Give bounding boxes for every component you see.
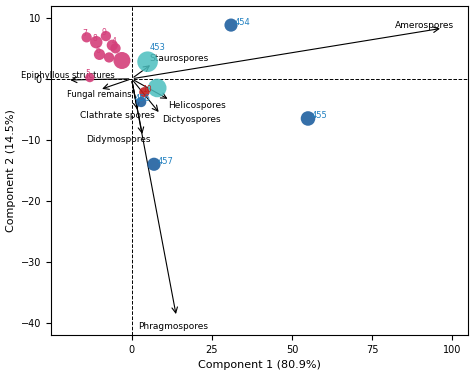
- Text: Dictyospores: Dictyospores: [162, 115, 221, 124]
- Point: [102, 33, 109, 39]
- Text: Clathrate spores: Clathrate spores: [80, 111, 155, 120]
- Text: 455: 455: [311, 111, 327, 120]
- Point: [144, 59, 151, 65]
- Text: 457: 457: [157, 157, 173, 166]
- Point: [92, 39, 100, 45]
- Text: Didymospores: Didymospores: [86, 135, 151, 144]
- Point: [150, 161, 158, 167]
- Text: 4: 4: [111, 37, 116, 46]
- Text: 5: 5: [86, 70, 91, 79]
- Point: [109, 42, 116, 48]
- Point: [105, 55, 113, 61]
- Point: [304, 115, 312, 121]
- Text: 9: 9: [102, 28, 107, 37]
- Text: Fungal remains: Fungal remains: [67, 89, 132, 99]
- Point: [86, 74, 94, 80]
- Text: 7: 7: [82, 29, 88, 38]
- Text: Helicospores: Helicospores: [168, 100, 226, 109]
- Text: 453: 453: [149, 42, 165, 52]
- Point: [141, 89, 148, 95]
- Text: 454: 454: [234, 18, 250, 27]
- Point: [96, 52, 103, 58]
- Point: [227, 22, 235, 28]
- Text: 456: 456: [135, 94, 151, 103]
- Y-axis label: Component 2 (14.5%): Component 2 (14.5%): [6, 109, 16, 232]
- Point: [154, 85, 161, 91]
- Text: 6: 6: [95, 46, 100, 55]
- Point: [83, 34, 91, 40]
- Point: [137, 99, 145, 105]
- Point: [112, 45, 119, 51]
- Text: 10: 10: [142, 85, 152, 94]
- Point: [118, 58, 126, 64]
- Text: Amerospores: Amerospores: [395, 21, 454, 30]
- Text: Phragmospores: Phragmospores: [138, 321, 208, 331]
- X-axis label: Component 1 (80.9%): Component 1 (80.9%): [199, 361, 321, 370]
- Text: Staurospores: Staurospores: [149, 54, 209, 63]
- Text: Epiphyllous structures: Epiphyllous structures: [20, 71, 114, 80]
- Text: 8: 8: [92, 34, 97, 43]
